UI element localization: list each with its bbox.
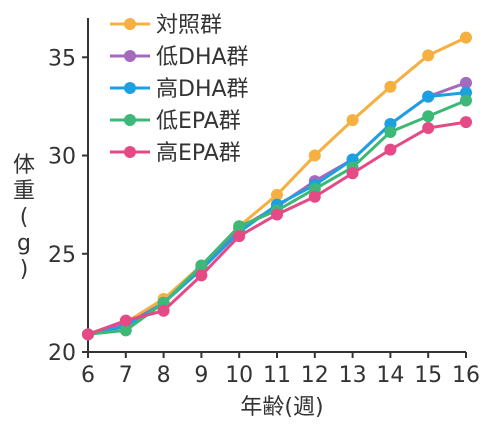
legend-label: 低DHA群 [156, 45, 249, 70]
legend-marker [124, 50, 136, 62]
legend-label: 対照群 [156, 13, 222, 38]
x-tick-label: 16 [452, 363, 480, 388]
x-tick-label: 11 [263, 363, 291, 388]
y-axis-title-glyph: 体 [13, 153, 35, 178]
y-axis-title-glyph: g [17, 231, 31, 256]
legend-marker [124, 82, 136, 94]
legend-label: 低EPA群 [156, 109, 241, 134]
x-tick-label: 9 [194, 363, 208, 388]
legend-marker [124, 18, 136, 30]
data-point [460, 94, 472, 107]
data-point [195, 259, 208, 272]
legend-item: 低DHA群 [110, 45, 249, 70]
legend-item: 高DHA群 [110, 77, 249, 102]
x-tick-label: 7 [119, 363, 133, 388]
data-point [271, 188, 283, 201]
x-axis-title: 年齢(週) [240, 395, 323, 420]
axes: 20 25 30 35 6 7 8 9 10 11 12 13 14 15 16 [48, 18, 480, 388]
data-point [233, 220, 246, 233]
y-tick-label: 20 [48, 341, 76, 366]
data-point [233, 230, 246, 243]
data-point [422, 90, 435, 103]
data-point [308, 190, 321, 203]
data-point [384, 80, 397, 93]
data-point [384, 143, 397, 156]
series-line [87, 36, 467, 336]
data-point [422, 110, 435, 123]
x-tick-label: 12 [301, 363, 329, 388]
series-5 [82, 116, 472, 341]
data-point [384, 125, 397, 138]
data-point [460, 31, 472, 44]
data-point [119, 314, 132, 327]
data-point [157, 304, 170, 317]
data-point [346, 114, 359, 127]
x-tick-label: 8 [157, 363, 171, 388]
data-point [271, 208, 283, 221]
data-point [422, 122, 435, 135]
data-point [346, 167, 359, 180]
data-point [460, 76, 472, 89]
data-point [422, 49, 435, 62]
legend-label: 高EPA群 [156, 141, 241, 166]
x-tick-label: 13 [339, 363, 367, 388]
legend-item: 対照群 [110, 13, 222, 38]
series-layer [82, 31, 472, 341]
y-tick-label: 35 [48, 46, 76, 71]
y-axis-title-glyph: ) [20, 257, 29, 282]
data-point [460, 116, 472, 129]
series-1 [82, 31, 472, 341]
y-axis-title-glyph: 重 [13, 179, 35, 204]
series-line [87, 120, 467, 336]
y-axis-title: 体重(g) [13, 153, 35, 282]
data-point [195, 269, 208, 282]
y-tick-label: 30 [48, 145, 76, 170]
legend-marker [124, 146, 136, 158]
x-tick-label: 6 [81, 363, 95, 388]
y-axis-title-glyph: ( [20, 205, 29, 230]
legend-label: 高DHA群 [156, 77, 249, 102]
x-tick-label: 14 [376, 363, 404, 388]
y-tick-label: 25 [48, 243, 76, 268]
legend-marker [124, 114, 136, 126]
legend-item: 高EPA群 [110, 141, 241, 166]
x-tick-label: 10 [225, 363, 253, 388]
data-point [119, 324, 132, 337]
data-point [82, 328, 94, 341]
legend-item: 低EPA群 [110, 109, 241, 134]
data-point [308, 149, 321, 162]
x-tick-label: 15 [414, 363, 442, 388]
